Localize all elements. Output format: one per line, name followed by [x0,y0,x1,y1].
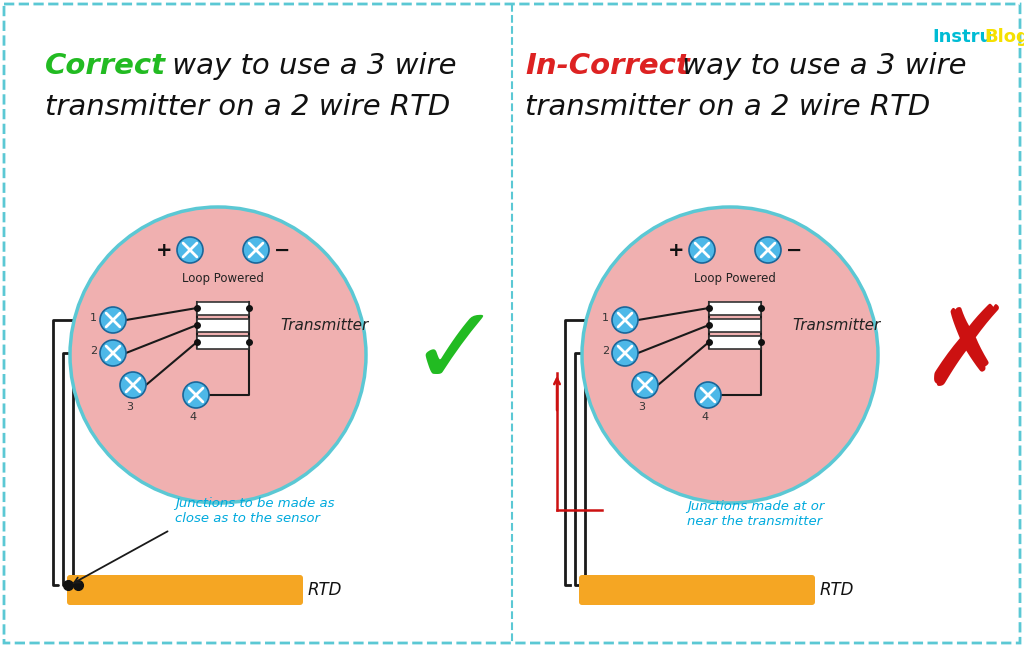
FancyBboxPatch shape [67,575,303,605]
Text: +: + [156,241,172,259]
Text: −: − [274,241,291,259]
Circle shape [243,237,269,263]
Circle shape [612,307,638,333]
FancyBboxPatch shape [709,336,761,349]
Text: In-Correct: In-Correct [525,52,690,80]
Circle shape [755,237,781,263]
Text: transmitter on a 2 wire RTD: transmitter on a 2 wire RTD [45,93,451,121]
Circle shape [100,340,126,366]
FancyBboxPatch shape [709,302,761,314]
Circle shape [100,307,126,333]
Circle shape [695,382,721,408]
FancyBboxPatch shape [709,318,761,331]
Text: Transmitter: Transmitter [280,318,369,333]
Text: Instru: Instru [932,28,992,46]
FancyBboxPatch shape [197,302,249,314]
Text: 3: 3 [639,402,645,412]
Text: ✗: ✗ [921,302,1014,408]
Text: ✓: ✓ [409,302,502,408]
Text: Junctions made at or
near the transmitter: Junctions made at or near the transmitte… [687,500,824,528]
Text: Loop Powered: Loop Powered [694,272,776,285]
Text: −: − [786,241,803,259]
Text: Transmitter: Transmitter [792,318,881,333]
Text: Correct: Correct [45,52,166,80]
Circle shape [177,237,203,263]
Text: transmitter on a 2 wire RTD: transmitter on a 2 wire RTD [525,93,930,121]
Ellipse shape [582,207,878,503]
Text: 1: 1 [90,313,97,323]
Circle shape [632,372,658,398]
Text: RTD: RTD [820,581,854,599]
Text: Junctions to be made as
close as to the sensor: Junctions to be made as close as to the … [175,497,335,525]
FancyBboxPatch shape [579,575,815,605]
FancyBboxPatch shape [197,318,249,331]
Text: RTD: RTD [308,581,342,599]
Circle shape [183,382,209,408]
Text: Blog: Blog [984,28,1024,46]
Ellipse shape [70,207,366,503]
Text: 4: 4 [189,412,197,422]
Text: way to use a 3 wire: way to use a 3 wire [673,52,967,80]
Text: 3: 3 [127,402,133,412]
FancyBboxPatch shape [197,336,249,349]
Circle shape [120,372,146,398]
Circle shape [689,237,715,263]
Text: Loop Powered: Loop Powered [182,272,264,285]
Text: 2: 2 [90,346,97,356]
Text: 1: 1 [602,313,609,323]
Circle shape [612,340,638,366]
Text: 4: 4 [701,412,709,422]
Text: way to use a 3 wire: way to use a 3 wire [163,52,457,80]
Text: 2: 2 [602,346,609,356]
Text: +: + [668,241,684,259]
